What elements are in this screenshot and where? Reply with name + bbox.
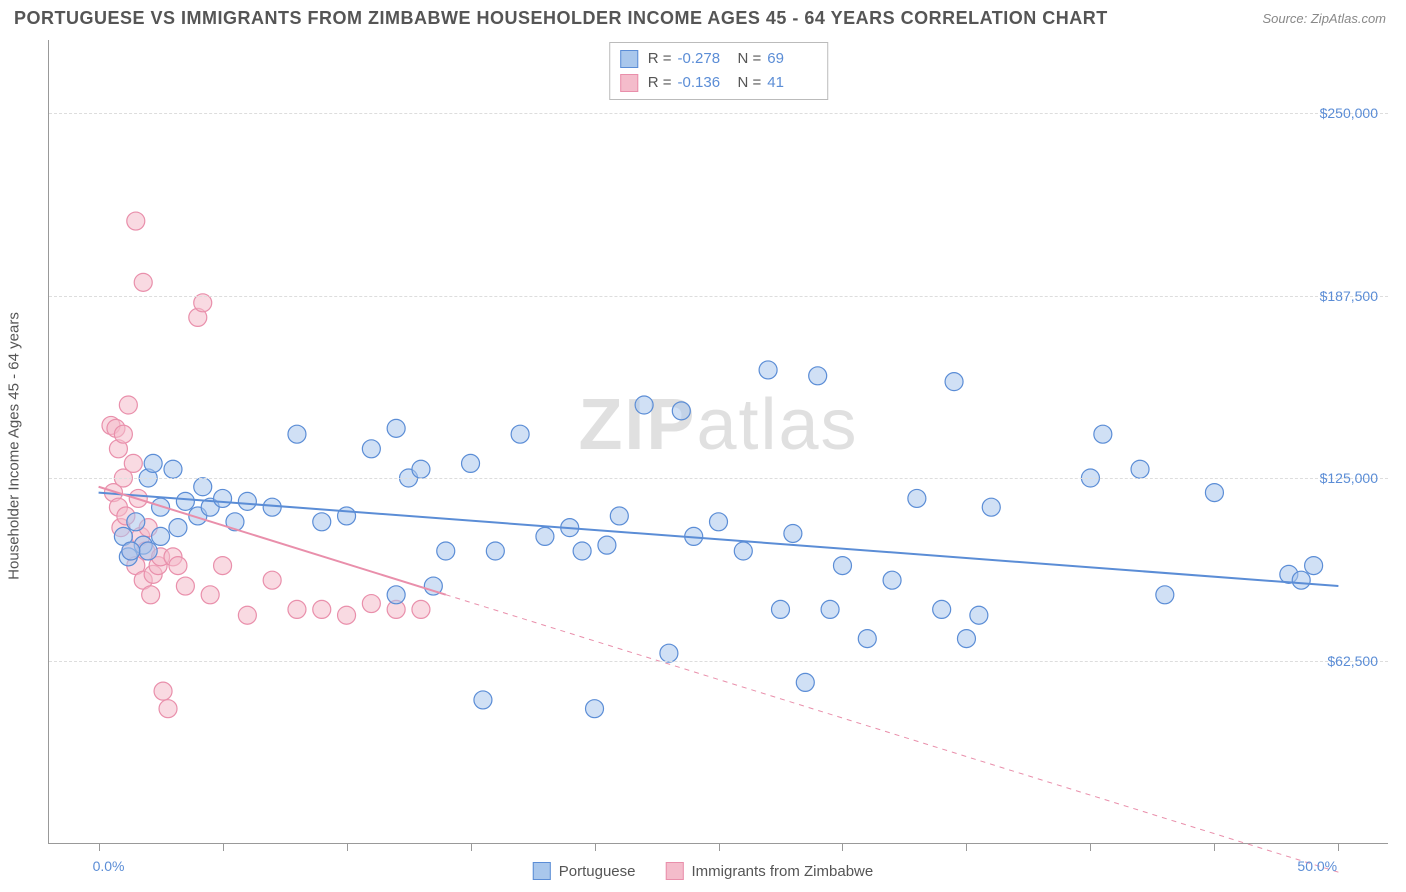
stats-row-series1: R = -0.278 N = 69	[620, 47, 818, 71]
r-label: R =	[648, 71, 672, 95]
r-value-2: -0.136	[678, 71, 728, 95]
legend-label-1: Portuguese	[559, 863, 636, 880]
x-tick	[223, 843, 224, 851]
x-tick	[471, 843, 472, 851]
scatter-svg	[49, 40, 1388, 843]
x-tick	[966, 843, 967, 851]
n-label: N =	[738, 71, 762, 95]
r-label: R =	[648, 47, 672, 71]
x-tick	[1338, 843, 1339, 851]
legend-swatch-2	[666, 862, 684, 880]
swatch-series2	[620, 74, 638, 92]
x-tick	[1214, 843, 1215, 851]
y-tick-label: $125,000	[1320, 470, 1378, 486]
legend-item-2: Immigrants from Zimbabwe	[666, 862, 874, 880]
n-value-1: 69	[767, 47, 817, 71]
y-tick-label: $250,000	[1320, 105, 1378, 121]
y-axis-label: Householder Income Ages 45 - 64 years	[6, 312, 23, 580]
legend-item-1: Portuguese	[533, 862, 636, 880]
chart-source: Source: ZipAtlas.com	[1262, 11, 1386, 26]
r-value-1: -0.278	[678, 47, 728, 71]
x-tick	[719, 843, 720, 851]
legend-swatch-1	[533, 862, 551, 880]
x-tick	[1090, 843, 1091, 851]
gridline	[49, 296, 1388, 297]
x-axis-label-left: 0.0%	[93, 858, 125, 874]
x-tick	[595, 843, 596, 851]
chart-title: PORTUGUESE VS IMMIGRANTS FROM ZIMBABWE H…	[14, 8, 1108, 29]
gridline	[49, 661, 1388, 662]
stats-legend-box: R = -0.278 N = 69 R = -0.136 N = 41	[609, 42, 829, 100]
x-axis-label-right: 50.0%	[1297, 858, 1337, 874]
chart-header: PORTUGUESE VS IMMIGRANTS FROM ZIMBABWE H…	[0, 0, 1406, 33]
swatch-series1	[620, 50, 638, 68]
stats-row-series2: R = -0.136 N = 41	[620, 71, 818, 95]
n-value-2: 41	[767, 71, 817, 95]
y-tick-label: $187,500	[1320, 288, 1378, 304]
gridline	[49, 478, 1388, 479]
x-tick	[347, 843, 348, 851]
bottom-legend: Portuguese Immigrants from Zimbabwe	[533, 862, 873, 880]
n-label: N =	[738, 47, 762, 71]
y-tick-label: $62,500	[1327, 653, 1378, 669]
chart-plot-area: ZIPatlas R = -0.278 N = 69 R = -0.136 N …	[48, 40, 1388, 844]
x-tick	[99, 843, 100, 851]
x-tick	[842, 843, 843, 851]
legend-label-2: Immigrants from Zimbabwe	[692, 863, 874, 880]
gridline	[49, 113, 1388, 114]
